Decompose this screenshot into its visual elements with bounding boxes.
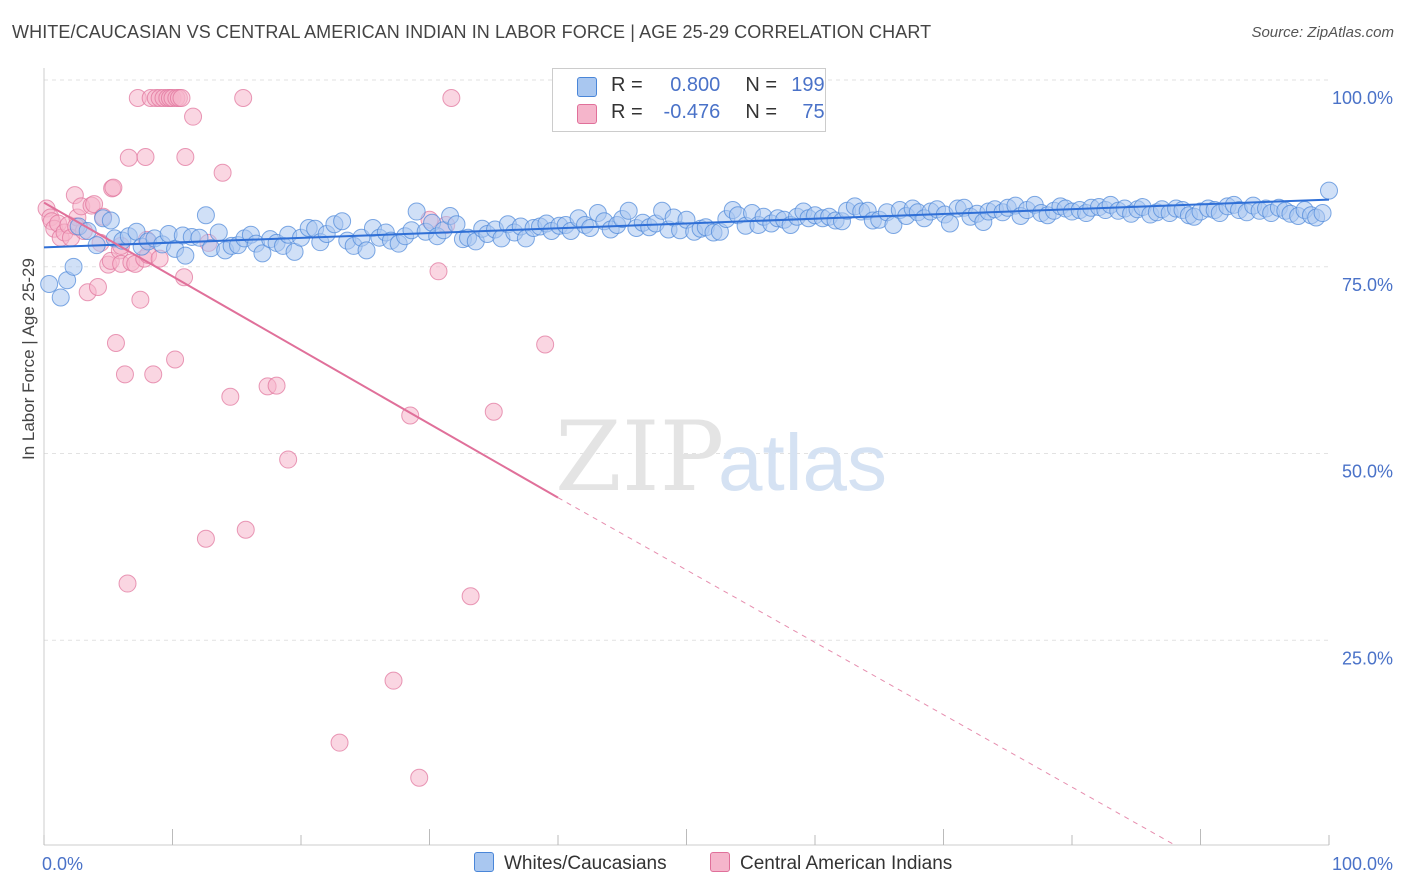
- trend-line-whites: [43, 198, 1330, 249]
- bottom-legend-whites: Whites/Caucasians: [474, 852, 667, 875]
- legend-n-value-whites: 199: [791, 74, 825, 96]
- bottom-legend-swatch-cai: [710, 852, 730, 872]
- point-cai: [172, 89, 191, 107]
- point-cai: [221, 387, 240, 406]
- point-cai: [119, 148, 138, 167]
- point-cai: [236, 520, 255, 539]
- point-cai: [176, 148, 195, 167]
- point-cai: [213, 163, 232, 182]
- point-whites: [1313, 204, 1332, 223]
- axes: [43, 68, 1330, 846]
- y-tick-label: 25.0%: [1342, 648, 1393, 668]
- point-whites: [447, 215, 466, 234]
- watermark-zip: ZIP: [555, 401, 724, 513]
- trend-line-cai-extension: [557, 497, 1176, 846]
- point-cai: [85, 195, 104, 214]
- watermark-atlas: atlas: [718, 418, 887, 507]
- bottom-legend-swatch-whites: [474, 852, 494, 872]
- point-whites: [196, 206, 215, 225]
- y-tick-label: 100.0%: [1332, 88, 1393, 108]
- source-label: Source: ZipAtlas.com: [1251, 24, 1394, 41]
- point-cai: [461, 587, 480, 606]
- y-axis-label: In Labor Force | Age 25-29: [19, 258, 38, 460]
- series-whites-caucasians: [40, 181, 1338, 307]
- point-cai: [166, 350, 185, 369]
- legend-swatch-cai: [577, 104, 597, 124]
- point-cai: [279, 450, 298, 469]
- point-cai: [330, 733, 349, 752]
- grid-lines: [44, 79, 1329, 641]
- point-cai: [442, 89, 461, 107]
- point-whites: [1320, 181, 1338, 200]
- legend-n-label: N =: [745, 101, 778, 123]
- chart-title: WHITE/CAUCASIAN VS CENTRAL AMERICAN INDI…: [12, 22, 932, 42]
- point-cai: [131, 290, 150, 309]
- point-whites: [64, 257, 83, 276]
- point-cai: [484, 402, 503, 421]
- correlation-legend: R = 0.800 N = 199 R = -0.476 N = 75: [552, 68, 826, 132]
- trend-line-cai: [43, 201, 559, 499]
- y-tick-label: 50.0%: [1342, 462, 1393, 482]
- bottom-legend-cai: Central American Indians: [710, 852, 952, 875]
- point-whites: [176, 246, 195, 265]
- bottom-legend-label-whites: Whites/Caucasians: [504, 853, 667, 874]
- point-cai: [88, 277, 107, 296]
- point-cai: [267, 376, 286, 395]
- x-tick-label: 0.0%: [42, 854, 83, 874]
- point-cai: [144, 365, 163, 384]
- point-cai: [118, 574, 137, 593]
- legend-r-value-whites: 0.800: [670, 74, 721, 96]
- point-whites: [40, 275, 59, 294]
- point-cai: [384, 671, 403, 690]
- point-cai: [136, 148, 155, 167]
- x-tick-label: 100.0%: [1332, 854, 1393, 874]
- point-whites: [209, 223, 228, 242]
- point-cai: [234, 89, 253, 107]
- series-central-american-indians: [37, 89, 555, 787]
- y-tick-label: 75.0%: [1342, 275, 1393, 295]
- trend-lines: [43, 198, 1330, 846]
- bottom-legend-label-cai: Central American Indians: [740, 853, 953, 874]
- point-whites: [407, 202, 426, 221]
- point-cai: [184, 107, 203, 126]
- legend-n-label: N =: [745, 74, 778, 96]
- point-whites: [357, 241, 376, 260]
- point-cai: [106, 334, 125, 353]
- point-whites: [333, 212, 352, 231]
- legend-r-value-cai: -0.476: [663, 101, 721, 123]
- point-cai: [104, 178, 123, 197]
- point-cai: [410, 768, 429, 787]
- legend-swatch-whites: [577, 77, 597, 97]
- point-cai: [429, 262, 448, 281]
- point-whites: [78, 221, 97, 240]
- point-whites: [619, 201, 638, 220]
- point-cai: [115, 365, 134, 384]
- legend-r-label: R =: [611, 74, 643, 96]
- point-cai: [196, 529, 215, 548]
- legend-r-label: R =: [611, 101, 643, 123]
- point-whites: [940, 214, 959, 233]
- tick-labels: 100.0% 75.0% 50.0% 25.0% 0.0% 100.0%: [42, 88, 1393, 874]
- point-cai: [536, 335, 555, 354]
- point-whites: [51, 288, 70, 307]
- point-whites: [253, 244, 272, 263]
- legend-n-value-cai: 75: [802, 101, 825, 123]
- point-whites: [101, 211, 120, 230]
